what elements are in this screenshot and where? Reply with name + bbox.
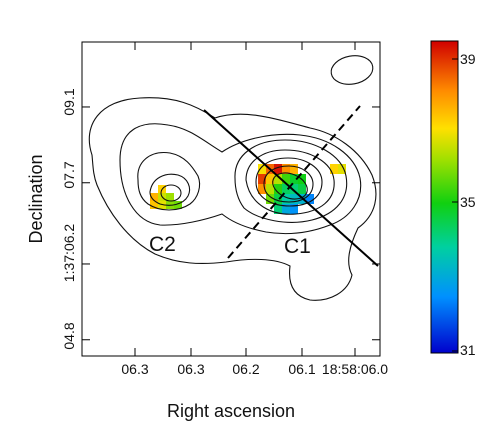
c1-pixel-11 (258, 184, 266, 194)
label-c1: C1 (284, 235, 311, 258)
colorbar-tick-label-2: 35 (460, 194, 476, 210)
c1-pixel-27 (338, 164, 346, 174)
y-tick-label-4: 09.1 (61, 88, 77, 115)
c1-pixel-0 (258, 164, 266, 174)
solid-axis-line (203, 109, 379, 267)
beam-ellipse (330, 55, 374, 85)
contour-level-3 (137, 152, 201, 211)
c1-pixel-16 (298, 184, 306, 194)
c1-pixel-2 (274, 164, 282, 174)
contour-level-6 (245, 149, 335, 215)
x-tick-label-5: 18:58:06.0 (322, 361, 388, 377)
c1-pixel-17 (266, 194, 274, 204)
c1-pixel-6 (266, 174, 274, 184)
c1-pixel-13 (274, 184, 282, 194)
x-tick-label-3: 06.2 (232, 361, 259, 377)
c1-pixel-12 (266, 184, 274, 194)
contour-peak-c1 (272, 172, 308, 200)
c1-pixel-22 (306, 194, 314, 204)
contour-level-1 (88, 97, 377, 301)
contour-level-8 (263, 165, 314, 203)
x-tick-label-4: 06.1 (288, 361, 315, 377)
y-axis-title: Declination (26, 154, 46, 243)
c1-pixel-3 (282, 164, 290, 174)
c1-pixel-15 (290, 184, 298, 194)
c1-pixel-23 (274, 204, 282, 214)
c2-pixel-7 (174, 201, 182, 209)
c2-pixel-1 (150, 193, 158, 201)
axis-ticks (82, 42, 380, 356)
y-tick-label-3: 07.7 (61, 161, 77, 188)
c1-pixel-19 (282, 194, 290, 204)
x-axis-title: Right ascension (167, 401, 295, 421)
c1-pixel-5 (258, 174, 266, 184)
colorbar (430, 40, 459, 354)
c1-pixel-26 (330, 164, 338, 174)
contour-lines (88, 55, 377, 301)
c2-pixel-4 (150, 201, 158, 209)
dashed-axis-line (227, 105, 361, 259)
label-c2: C2 (149, 233, 176, 256)
y-tick-label-2: 1:37:06.2 (61, 224, 77, 283)
c1-pixel-8 (282, 174, 290, 184)
c1-pixel-4 (290, 164, 298, 174)
c1-pixel-7 (274, 174, 282, 184)
y-tick-label-1: 04.8 (61, 322, 77, 349)
contour-peak-c2 (160, 184, 182, 202)
c1-pixel-14 (282, 184, 290, 194)
plot-frame (81, 41, 381, 357)
colorbar-ticks (452, 58, 458, 352)
x-tick-label-2: 06.3 (177, 361, 204, 377)
c1-pixel-9 (290, 174, 298, 184)
c1-pixel-25 (290, 204, 298, 214)
c1-pixel-24 (282, 204, 290, 214)
colorbar-tick-label-3: 31 (460, 342, 476, 358)
c1-pixel-18 (274, 194, 282, 204)
contour-level-4 (234, 139, 348, 223)
c2-pixel-3 (166, 193, 174, 201)
contour-level-5 (149, 173, 191, 206)
x-tick-label-1: 06.3 (121, 361, 148, 377)
contour-level-2 (119, 123, 362, 235)
colorbar-tick-label-1: 39 (460, 51, 476, 67)
